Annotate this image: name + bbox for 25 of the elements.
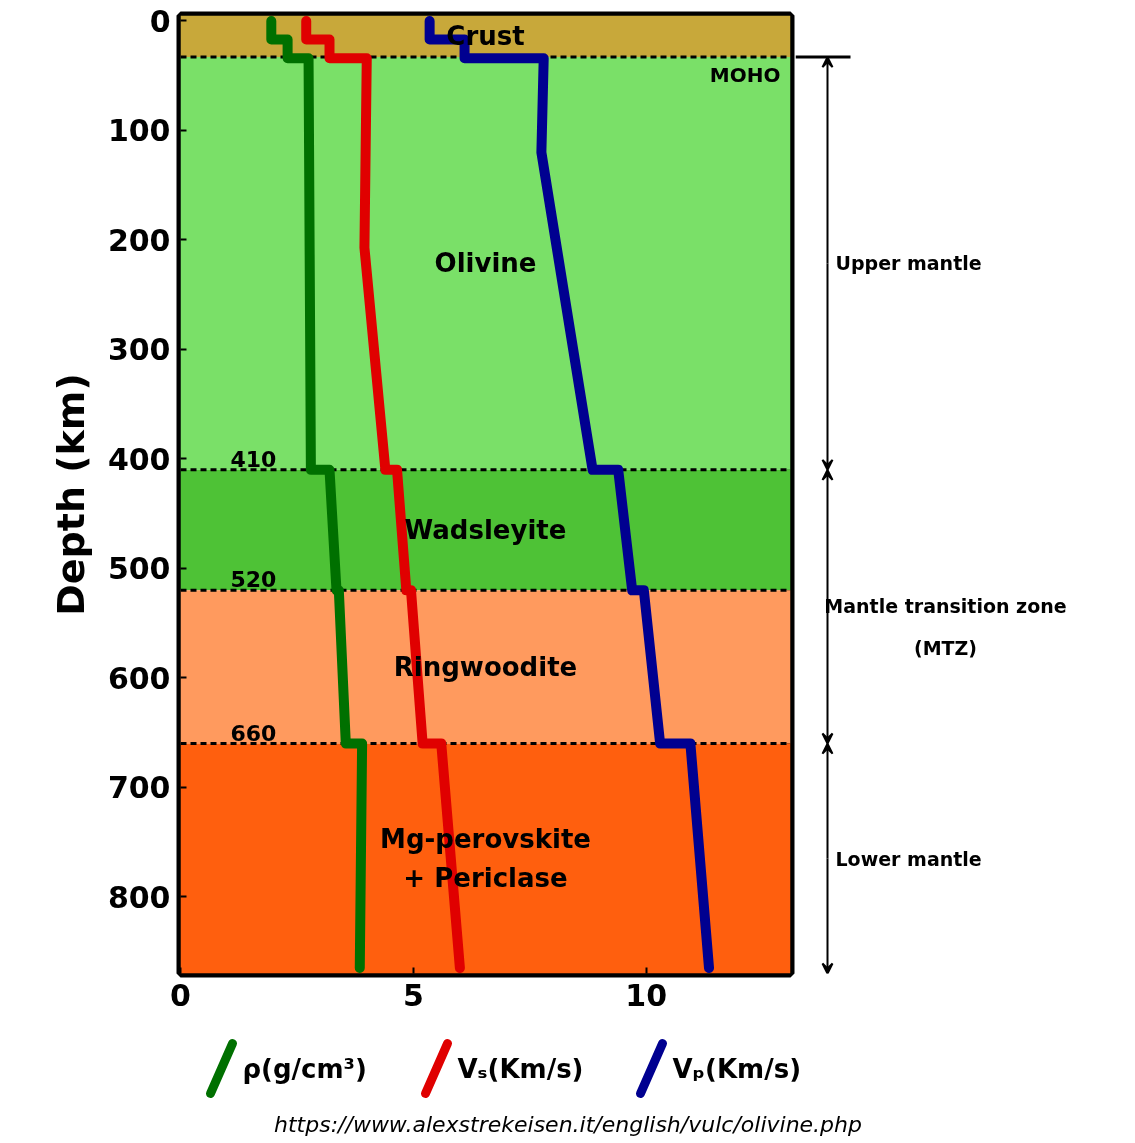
y-tick-label: 100: [107, 113, 171, 149]
y-tick-label: 500: [107, 551, 171, 587]
text: Upper mantle: [835, 252, 982, 275]
ref-line-label: 410: [230, 446, 277, 472]
y-tick-label: 0: [149, 3, 171, 39]
y-tick-label: 200: [107, 222, 171, 258]
legend-label: Vₚ(Km/s): [672, 1053, 802, 1084]
y-tick-label: 400: [107, 441, 171, 477]
band-label: Mg-perovskite + Periclase: [380, 824, 591, 894]
ref-line-label: MOHO: [709, 63, 781, 88]
x-tick-label: 10: [625, 977, 668, 1013]
legend-label: ρ(g/cm³): [242, 1053, 367, 1084]
y-axis-title: Depth (km): [48, 373, 93, 616]
ref-line-label: 520: [230, 567, 277, 593]
band-label: Olivine: [434, 248, 537, 279]
y-tick-label: 800: [107, 879, 171, 915]
text: Lower mantle: [835, 847, 982, 870]
band-label: Crust: [446, 21, 525, 52]
x-tick-label: 5: [402, 977, 424, 1013]
y-tick-label: 300: [107, 332, 171, 368]
text: https://www.alexstrekeisen.it/english/vulc/olivine.php: [274, 1112, 862, 1137]
y-tick-label: 700: [107, 770, 171, 806]
y-tick-label: 600: [107, 660, 171, 696]
legend-label: Vₛ(Km/s): [457, 1053, 584, 1084]
ref-line-label: 660: [230, 720, 277, 746]
